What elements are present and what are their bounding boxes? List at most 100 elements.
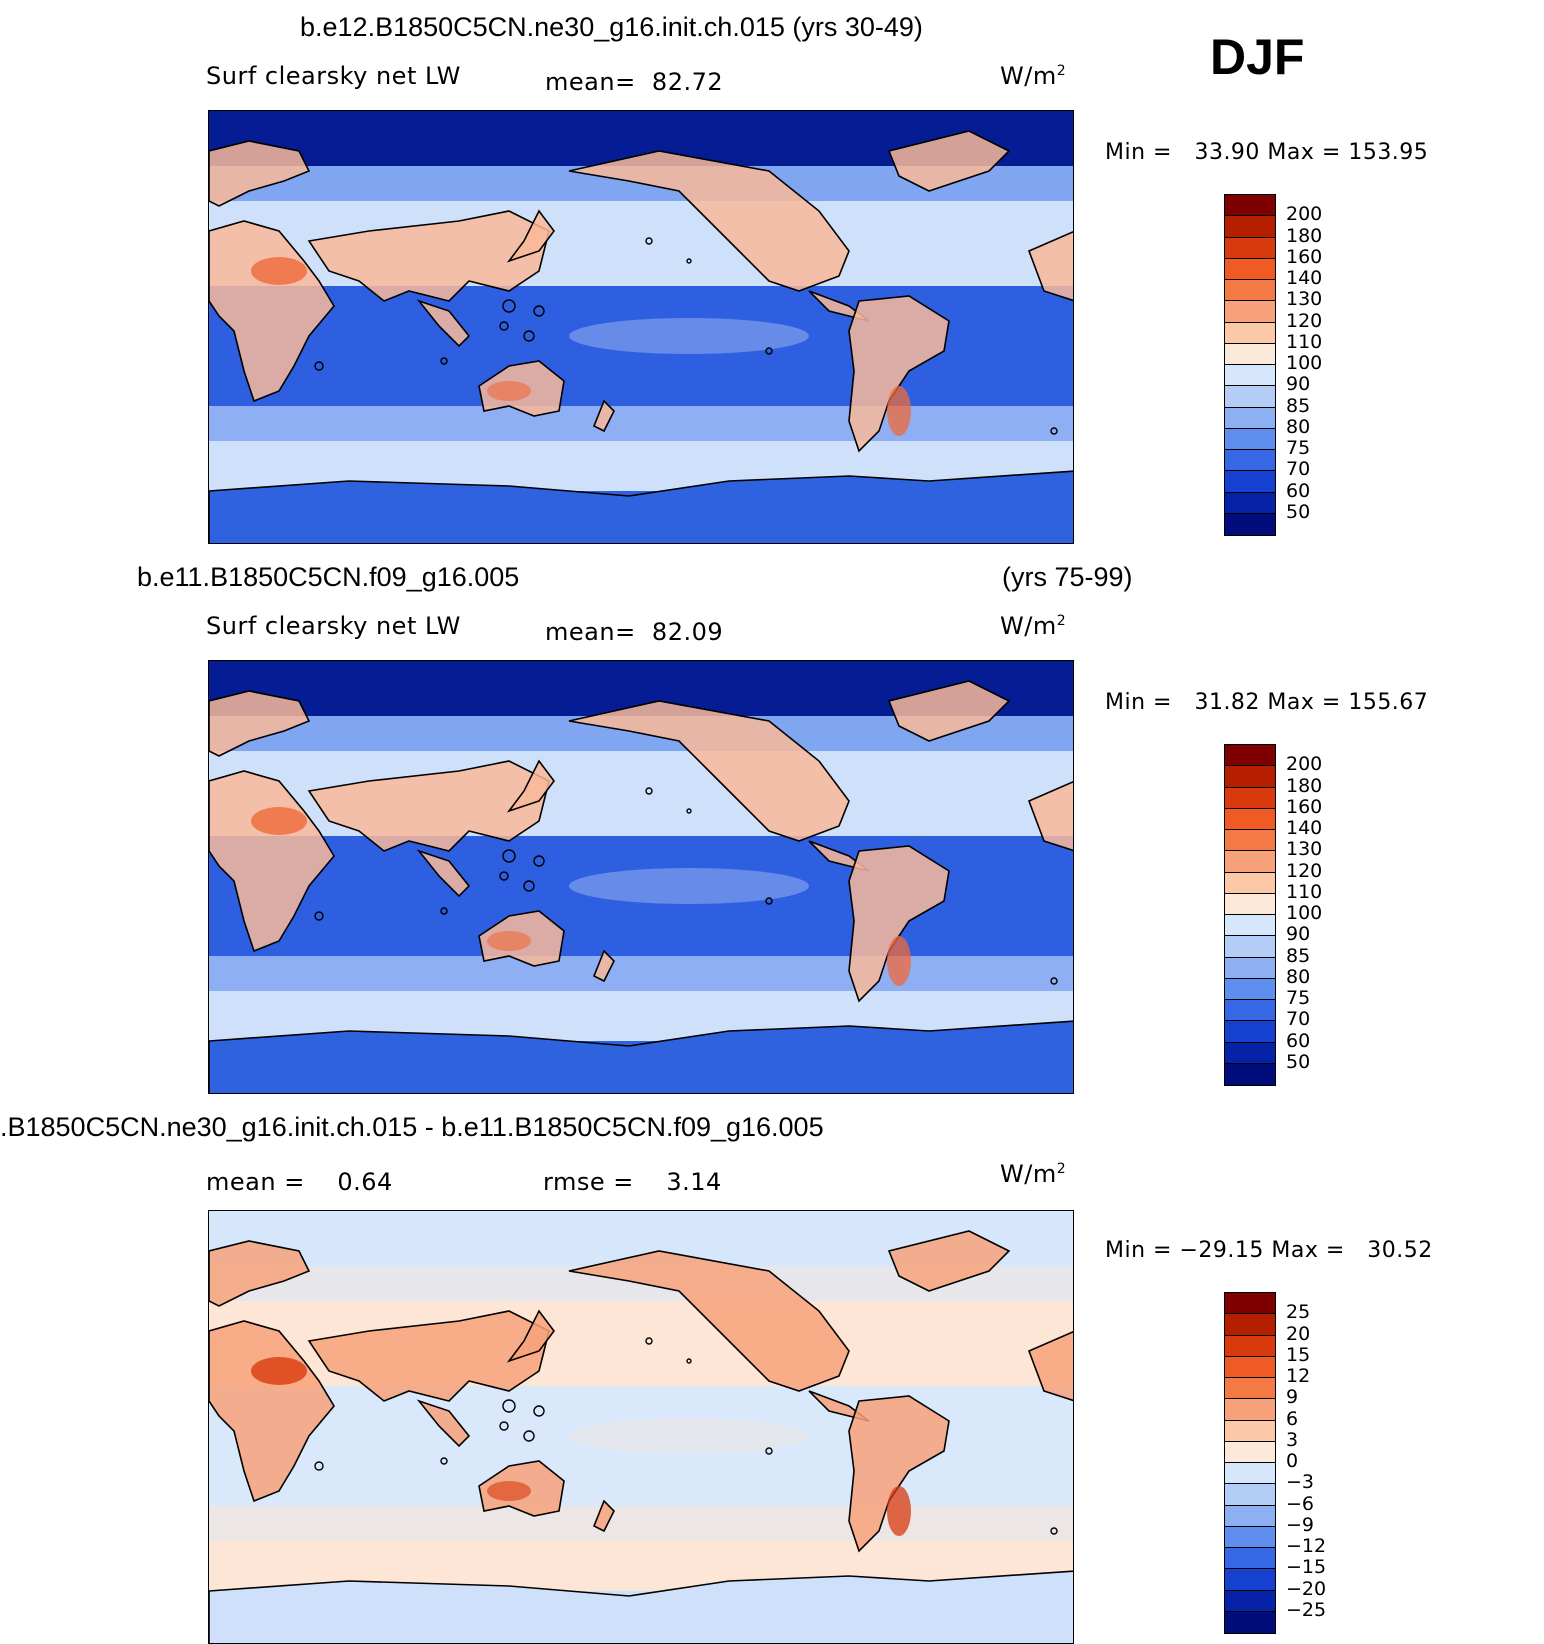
colorbar-swatch bbox=[1225, 1569, 1275, 1591]
hot-region bbox=[887, 386, 911, 436]
land-outline bbox=[1027, 780, 1073, 852]
land-outline bbox=[209, 690, 311, 757]
island-outline bbox=[499, 321, 509, 331]
colorbar-tick-label: 120 bbox=[1286, 859, 1323, 882]
land-outline bbox=[506, 209, 555, 263]
colorbar-swatch bbox=[1225, 301, 1275, 323]
world-map bbox=[209, 661, 1073, 1093]
colorbar-tick-label: 9 bbox=[1286, 1386, 1299, 1409]
island-outline bbox=[502, 1399, 516, 1413]
map-plot bbox=[208, 110, 1074, 544]
colorbar-swatch bbox=[1225, 1042, 1275, 1064]
colorbar-tick-label: 75 bbox=[1286, 987, 1311, 1009]
colorbar-tick-label: −25 bbox=[1286, 1598, 1327, 1621]
island-outline bbox=[765, 897, 773, 905]
land-outline bbox=[209, 470, 1073, 543]
panel-title: .B1850C5CN.ne30_g16.init.ch.015 - b.e11.… bbox=[0, 1112, 824, 1142]
colorbar-swatch bbox=[1225, 407, 1275, 429]
colorbar-swatch bbox=[1225, 195, 1275, 217]
colorbar-tick-label: 75 bbox=[1286, 437, 1311, 459]
colorbar-tick-label: −3 bbox=[1286, 1471, 1315, 1494]
land-outline bbox=[887, 680, 1011, 742]
hot-region bbox=[887, 936, 911, 986]
units-label: W/m2 bbox=[1000, 62, 1067, 90]
colorbar-tick-label: 50 bbox=[1286, 1050, 1311, 1073]
colorbar-swatch bbox=[1225, 1356, 1275, 1378]
colorbar-swatch bbox=[1225, 471, 1275, 493]
colorbar-tick-label: 160 bbox=[1286, 245, 1323, 268]
land-outline bbox=[887, 130, 1011, 192]
mean-label: mean = 0.64 bbox=[206, 1168, 393, 1196]
map-plot bbox=[208, 660, 1074, 1094]
colorbar-tick-label: 70 bbox=[1286, 1008, 1311, 1031]
island-outline bbox=[533, 1405, 545, 1417]
colorbar-swatch bbox=[1225, 1378, 1275, 1400]
island-outline bbox=[533, 305, 545, 317]
min-max-label: Min = 33.90 Max = 153.95 bbox=[1105, 140, 1429, 165]
colorbar-swatch bbox=[1225, 280, 1275, 302]
land-outline bbox=[307, 210, 550, 302]
colorbar-tick-label: 80 bbox=[1286, 415, 1311, 438]
land-outline bbox=[416, 849, 471, 898]
island-outline bbox=[523, 880, 535, 892]
colorbar-tick-label: 180 bbox=[1286, 774, 1323, 797]
land-outline bbox=[506, 1309, 555, 1363]
colorbar-tick-label: 70 bbox=[1286, 458, 1311, 481]
island-outline bbox=[645, 237, 653, 245]
colorbar-tick-label: 110 bbox=[1286, 880, 1323, 903]
southern-ocean-band bbox=[209, 406, 1073, 441]
land-outline bbox=[506, 759, 555, 813]
hot-region bbox=[887, 1486, 911, 1536]
colorbar-tick-label: −6 bbox=[1286, 1492, 1315, 1515]
colorbar-swatch bbox=[1225, 787, 1275, 809]
hot-region bbox=[251, 1357, 307, 1385]
island-outline bbox=[440, 907, 448, 915]
island-outline bbox=[686, 1358, 692, 1364]
colorbar-swatch bbox=[1225, 513, 1275, 535]
colorbar-tick-label: 130 bbox=[1286, 838, 1323, 861]
colorbar-tick-label: 3 bbox=[1286, 1428, 1299, 1451]
southern-ocean-band bbox=[209, 1506, 1073, 1541]
land-outline bbox=[848, 295, 950, 453]
colorbar-swatch bbox=[1225, 450, 1275, 472]
island-outline bbox=[314, 1461, 324, 1471]
land-outline bbox=[209, 1020, 1073, 1093]
colorbar-swatch bbox=[1225, 851, 1275, 873]
colorbar-tick-label: −15 bbox=[1286, 1556, 1327, 1579]
colorbar-tick-label: 90 bbox=[1286, 373, 1311, 396]
land-outline bbox=[592, 1499, 615, 1533]
colorbar-tick-label: −20 bbox=[1286, 1577, 1327, 1600]
colorbar-swatch bbox=[1225, 1399, 1275, 1421]
island-outline bbox=[499, 871, 509, 881]
land-outline bbox=[416, 299, 471, 348]
land-outline bbox=[209, 1240, 311, 1307]
colorbar-tick-label: 80 bbox=[1286, 965, 1311, 988]
land-outline bbox=[568, 700, 850, 842]
island-outline bbox=[440, 357, 448, 365]
island-outline bbox=[645, 787, 653, 795]
season-label: DJF bbox=[1210, 29, 1305, 85]
colorbar-tick-label: 120 bbox=[1286, 309, 1323, 332]
colorbar-tick-label: 12 bbox=[1286, 1365, 1311, 1387]
hot-region bbox=[251, 257, 307, 285]
colorbar-swatch bbox=[1225, 428, 1275, 450]
colorbar-swatch bbox=[1225, 830, 1275, 852]
colorbar-swatch bbox=[1225, 978, 1275, 1000]
colorbar-swatch bbox=[1225, 1463, 1275, 1485]
island-outline bbox=[686, 808, 692, 814]
units-label: W/m2 bbox=[1000, 1160, 1067, 1188]
land-outline bbox=[1027, 230, 1073, 302]
island-outline bbox=[645, 1337, 653, 1345]
colorbar-tick-label: 85 bbox=[1286, 944, 1311, 967]
colorbar-tick-label: 180 bbox=[1286, 224, 1323, 247]
colorbar-swatch bbox=[1225, 808, 1275, 830]
colorbar-swatch bbox=[1225, 872, 1275, 894]
colorbar-tick-label: 140 bbox=[1286, 267, 1323, 289]
colorbar-tick-label: 0 bbox=[1286, 1450, 1299, 1472]
land-outline bbox=[848, 1395, 950, 1553]
colorbar-swatch bbox=[1225, 745, 1275, 767]
land-outline bbox=[592, 949, 615, 983]
units-label: W/m2 bbox=[1000, 612, 1067, 640]
colorbar-tick-label: 20 bbox=[1286, 1322, 1311, 1345]
equatorial-feature bbox=[569, 318, 809, 354]
